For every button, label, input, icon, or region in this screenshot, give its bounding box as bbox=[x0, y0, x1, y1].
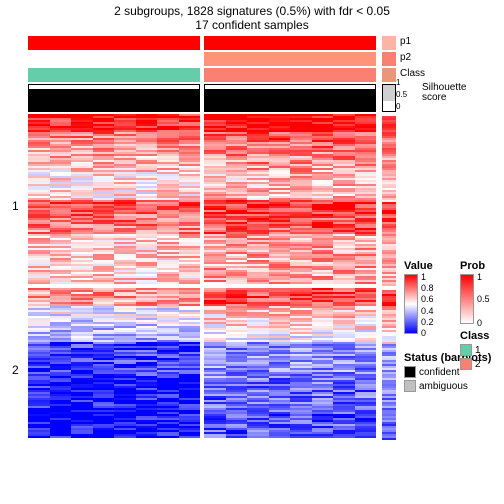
legend-item: ambiguous bbox=[404, 380, 491, 393]
side-label-p1: p1 bbox=[400, 36, 411, 47]
right-strip-block1 bbox=[382, 116, 396, 286]
main-plot bbox=[28, 36, 378, 438]
annot-silhouette bbox=[28, 84, 378, 112]
annot-p2 bbox=[28, 52, 378, 66]
legend-prob: Prob 1 0.5 0 bbox=[460, 260, 485, 324]
heatmap-block2-right bbox=[204, 288, 376, 438]
side-label-score: score bbox=[422, 92, 446, 103]
annot-p1 bbox=[28, 36, 378, 50]
heatmap-block1-right bbox=[204, 114, 376, 284]
chart-title-2: 17 confident samples bbox=[0, 18, 504, 32]
row-label-1: 1 bbox=[12, 199, 19, 213]
side-label-p2: p2 bbox=[400, 52, 411, 63]
annot-class bbox=[28, 68, 378, 82]
heatmap-block2-left bbox=[28, 288, 200, 438]
legend-item: 1 bbox=[460, 344, 489, 357]
right-strip bbox=[382, 36, 396, 440]
heatmap-block1-left bbox=[28, 114, 200, 284]
legend-value: Value 1 0.8 0.6 0.4 0.2 0 bbox=[404, 260, 433, 334]
row-label-2: 2 bbox=[12, 363, 19, 377]
legend-item: 2 bbox=[460, 358, 489, 371]
heatmap bbox=[28, 114, 378, 438]
chart-title-1: 2 subgroups, 1828 signatures (0.5%) with… bbox=[0, 0, 504, 18]
legend-class: Class 12 bbox=[460, 330, 489, 372]
side-label-class: Class bbox=[400, 68, 425, 79]
right-strip-block2 bbox=[382, 290, 396, 440]
